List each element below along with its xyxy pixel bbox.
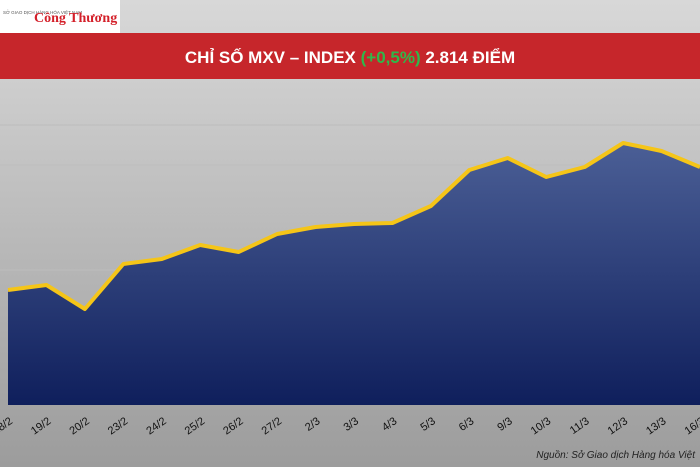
logo-box <box>0 0 120 33</box>
line <box>7 141 700 311</box>
title-level: 2.814 ĐIỂM <box>425 48 515 67</box>
title-band <box>0 33 700 79</box>
title-main: CHỈ SỐ MXV – INDEX <box>185 47 357 67</box>
source: Nguồn: Sở Giao dịch Hàng hóa Việt <box>536 449 696 461</box>
logo-org: SỞ GIAO DỊCH HÀNG HÓA VIỆT NAM <box>3 8 82 15</box>
logo-brand: Công Thương <box>34 11 117 26</box>
area <box>8 143 700 405</box>
chart-title: CHỈ SỐ MXV – INDEX (+0,5%) 2.814 ĐIỂM <box>185 47 515 67</box>
title-change: (+0,5%) <box>361 48 421 67</box>
